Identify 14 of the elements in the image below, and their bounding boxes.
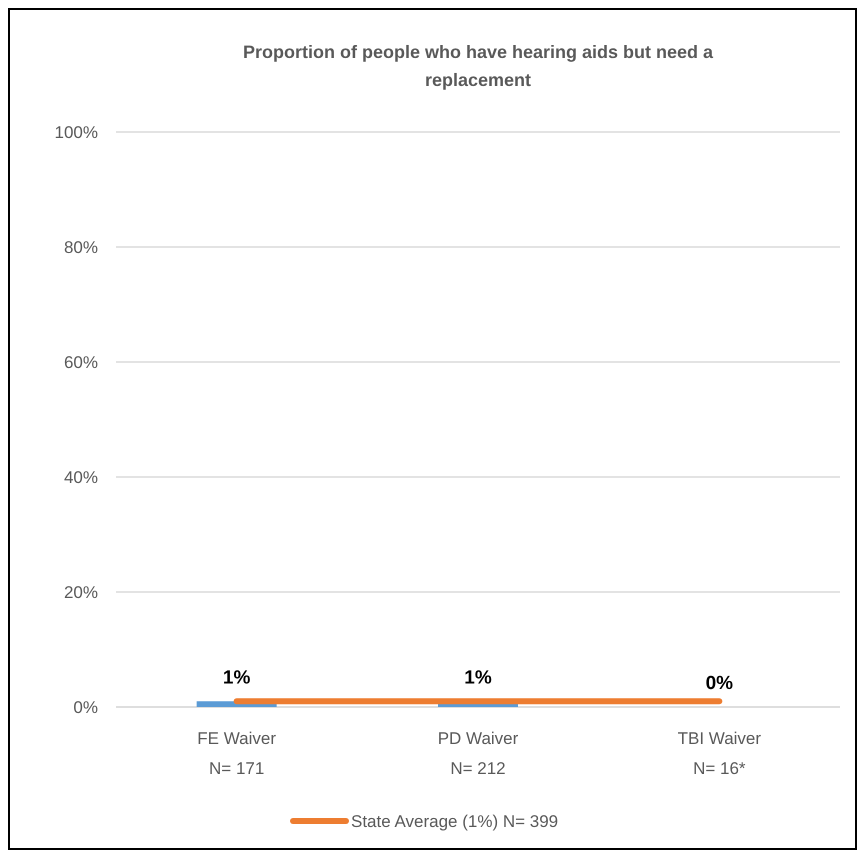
x-tick-label: FE Waiver N= 171: [197, 729, 276, 778]
y-tick-label: 0%: [73, 698, 98, 717]
x-tick-label: TBI Waiver N= 16*: [678, 729, 762, 778]
data-label: 1%: [464, 667, 492, 688]
legend-label: State Average (1%) N= 399: [351, 812, 558, 831]
y-tick-label: 60%: [64, 352, 98, 372]
y-tick-label: 100%: [54, 122, 98, 142]
data-label: 1%: [222, 667, 250, 688]
x-tick-label: PD Waiver N= 212: [438, 729, 519, 778]
y-tick-label: 80%: [64, 238, 98, 257]
chart-title: Proportion of people who have hearing aids but need a replacement: [242, 42, 714, 90]
y-tick-label: 20%: [64, 582, 98, 602]
data-label: 0%: [706, 673, 734, 694]
y-tick-label: 40%: [64, 468, 98, 487]
